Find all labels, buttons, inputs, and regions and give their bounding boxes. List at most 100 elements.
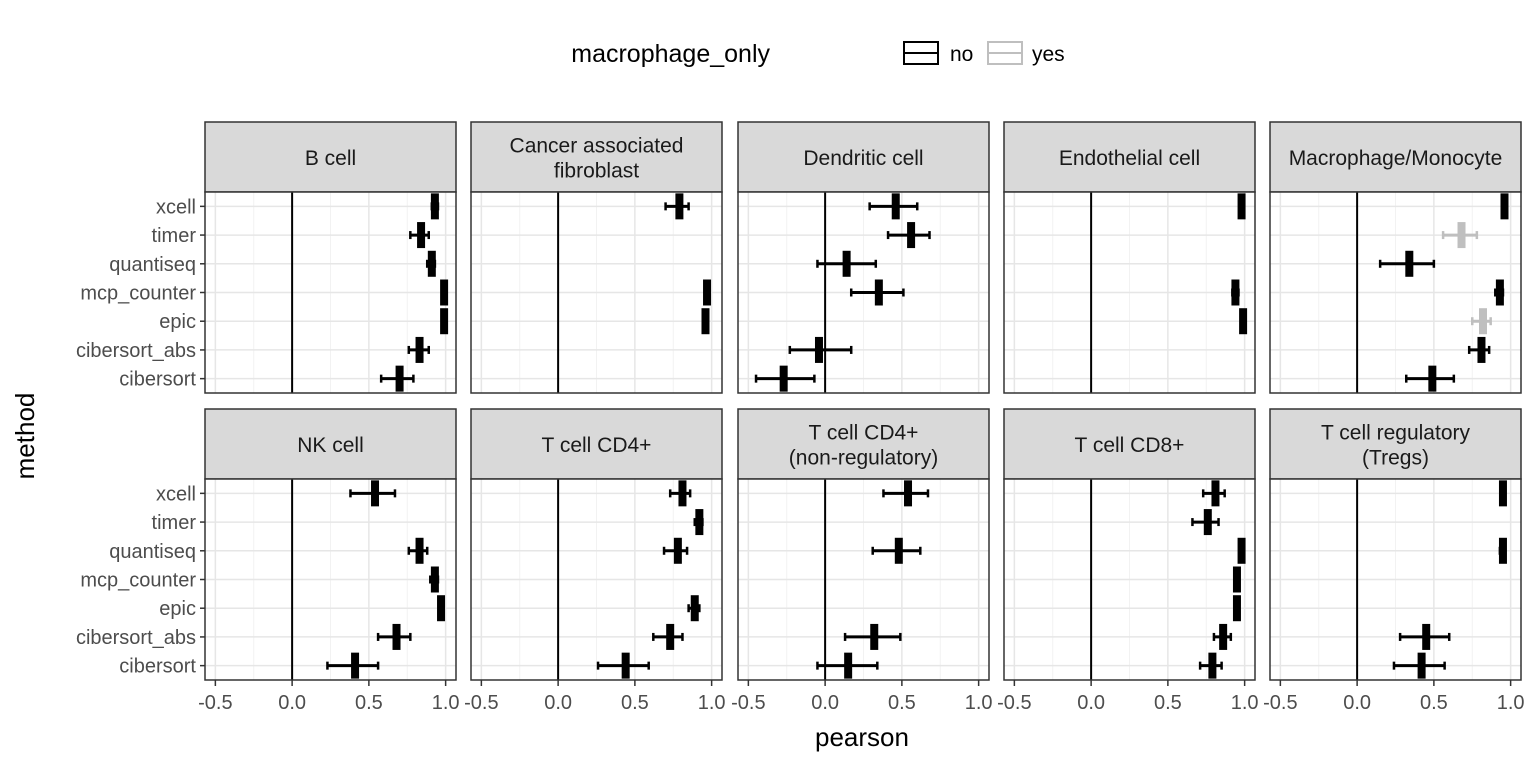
data-point xyxy=(1498,480,1507,507)
data-point xyxy=(703,279,712,306)
estimate-mark xyxy=(1500,193,1509,220)
estimate-mark xyxy=(371,480,380,507)
estimate-mark xyxy=(1498,537,1507,564)
data-point xyxy=(662,537,689,564)
estimate-mark xyxy=(415,537,424,564)
facet-title: T cell CD4+ xyxy=(542,434,652,457)
data-point xyxy=(754,365,816,392)
facet-panel: B cell xcell timer quantiseq mcp_counterepic… xyxy=(76,121,457,394)
y-tick-label: xcell xyxy=(156,196,196,218)
facet-panel: Macrophage/Monocyte xyxy=(1269,121,1522,394)
x-tick-label: 1.0 xyxy=(698,692,726,714)
y-tick-label: cibersort xyxy=(119,369,196,391)
estimate-mark xyxy=(1428,365,1437,392)
estimate-mark xyxy=(1495,279,1504,306)
facet-strip xyxy=(470,121,723,193)
y-tick-label: epic xyxy=(159,311,196,333)
facet-panel: T cell CD4+(non-regulatory) -0.5 0.0 0.5 1.0 xyxy=(731,408,993,714)
estimate-mark xyxy=(891,193,900,220)
y-tick-label: timer xyxy=(152,225,197,247)
estimate-mark xyxy=(1239,308,1248,335)
estimate-mark xyxy=(673,537,682,564)
data-point xyxy=(843,623,902,650)
panel-border xyxy=(1003,191,1256,394)
data-point xyxy=(849,279,905,306)
data-point xyxy=(429,566,440,593)
data-point xyxy=(1500,193,1509,220)
estimate-mark xyxy=(703,279,712,306)
data-point xyxy=(1471,308,1492,335)
estimate-mark xyxy=(842,250,851,277)
x-tick-label: -0.5 xyxy=(731,692,765,714)
x-tick-label: 0.0 xyxy=(278,692,306,714)
estimate-mark xyxy=(430,193,439,220)
facet-title: Cancer associated xyxy=(510,135,684,158)
estimate-mark xyxy=(395,365,404,392)
estimate-mark xyxy=(1237,537,1246,564)
x-tick-label: -0.5 xyxy=(997,692,1031,714)
estimate-mark xyxy=(427,250,436,277)
data-point xyxy=(1237,537,1246,564)
estimate-mark xyxy=(666,623,675,650)
y-tick-label: mcp_counter xyxy=(80,570,196,592)
legend-label-no: no xyxy=(950,43,973,66)
x-tick-label: 1.0 xyxy=(432,692,460,714)
facet-strip xyxy=(737,408,990,480)
facet-panels: B cellxcelltimerquantiseqmcp_counterepic… xyxy=(76,121,1525,714)
data-point xyxy=(1198,652,1223,679)
estimate-mark xyxy=(907,222,916,249)
estimate-mark xyxy=(701,308,710,335)
x-tick-label: -0.5 xyxy=(1263,692,1297,714)
data-point xyxy=(1191,509,1220,536)
estimate-mark xyxy=(675,193,684,220)
estimate-mark xyxy=(437,595,446,622)
facet-strip xyxy=(1269,408,1522,480)
estimate-mark xyxy=(904,480,913,507)
estimate-mark xyxy=(1211,480,1220,507)
facet-title: Dendritic cell xyxy=(803,147,923,170)
facet-strip xyxy=(737,121,990,193)
y-tick-label: xcell xyxy=(156,483,196,505)
estimate-mark xyxy=(870,623,879,650)
estimate-mark xyxy=(1422,623,1431,650)
estimate-mark xyxy=(1477,336,1486,363)
facet-title: T cell CD4+ xyxy=(809,422,919,445)
facet-strip xyxy=(1003,121,1256,193)
data-point xyxy=(664,193,690,220)
estimate-mark xyxy=(1479,308,1488,335)
x-tick-label: 0.5 xyxy=(1154,692,1182,714)
facet-title: (Tregs) xyxy=(1362,447,1429,470)
estimate-mark xyxy=(690,595,699,622)
facet-strip xyxy=(204,121,457,193)
panel-border xyxy=(470,478,723,681)
panel-border xyxy=(1269,191,1522,394)
x-tick-label: 0.0 xyxy=(811,692,839,714)
y-tick-label: quantiseq xyxy=(109,541,196,563)
legend-label-yes: yes xyxy=(1032,43,1065,66)
x-tick-label: 0.0 xyxy=(1077,692,1105,714)
panel-border xyxy=(1003,478,1256,681)
estimate-mark xyxy=(415,336,424,363)
y-tick-label: cibersort xyxy=(119,656,196,678)
facet-panel: Dendritic cell xyxy=(737,121,990,394)
y-tick-label: quantiseq xyxy=(109,254,196,276)
estimate-mark xyxy=(1232,595,1241,622)
data-point xyxy=(1232,566,1241,593)
x-axis-title: pearson xyxy=(815,722,909,752)
data-point xyxy=(1212,623,1233,650)
facet-panel: T cell CD8+ -0.5 0.0 0.5 1.0 xyxy=(997,408,1259,714)
data-point xyxy=(1404,365,1456,392)
estimate-mark xyxy=(1232,566,1241,593)
estimate-mark xyxy=(1237,193,1246,220)
data-point xyxy=(440,279,449,306)
data-point xyxy=(1201,480,1226,507)
estimate-mark xyxy=(1405,250,1414,277)
estimate-mark xyxy=(779,365,788,392)
data-point xyxy=(409,222,431,249)
data-point xyxy=(1441,222,1479,249)
data-point xyxy=(1398,623,1451,650)
y-axis-title: method xyxy=(10,393,40,480)
data-point xyxy=(376,623,412,650)
panel-border xyxy=(1269,478,1522,681)
